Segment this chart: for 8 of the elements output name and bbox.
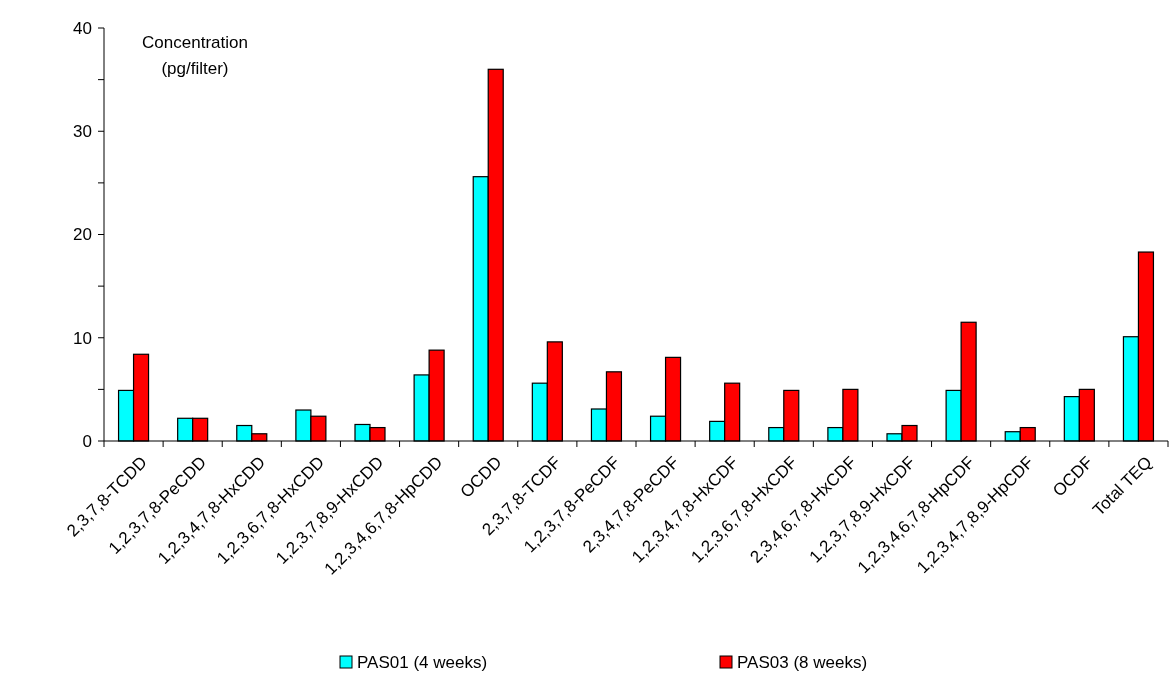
legend-label: PAS03 (8 weeks) [737, 652, 868, 672]
legend-label: PAS01 (4 weeks) [357, 652, 488, 672]
y-tick-label: 0 [82, 431, 92, 451]
y-tick-label: 30 [73, 122, 92, 142]
y-tick-label: 20 [73, 225, 92, 245]
y-tick-label: 40 [73, 18, 92, 38]
y-axis-title: Concentration (pg/filter) [142, 33, 248, 78]
y-tick-label: 10 [73, 328, 92, 348]
